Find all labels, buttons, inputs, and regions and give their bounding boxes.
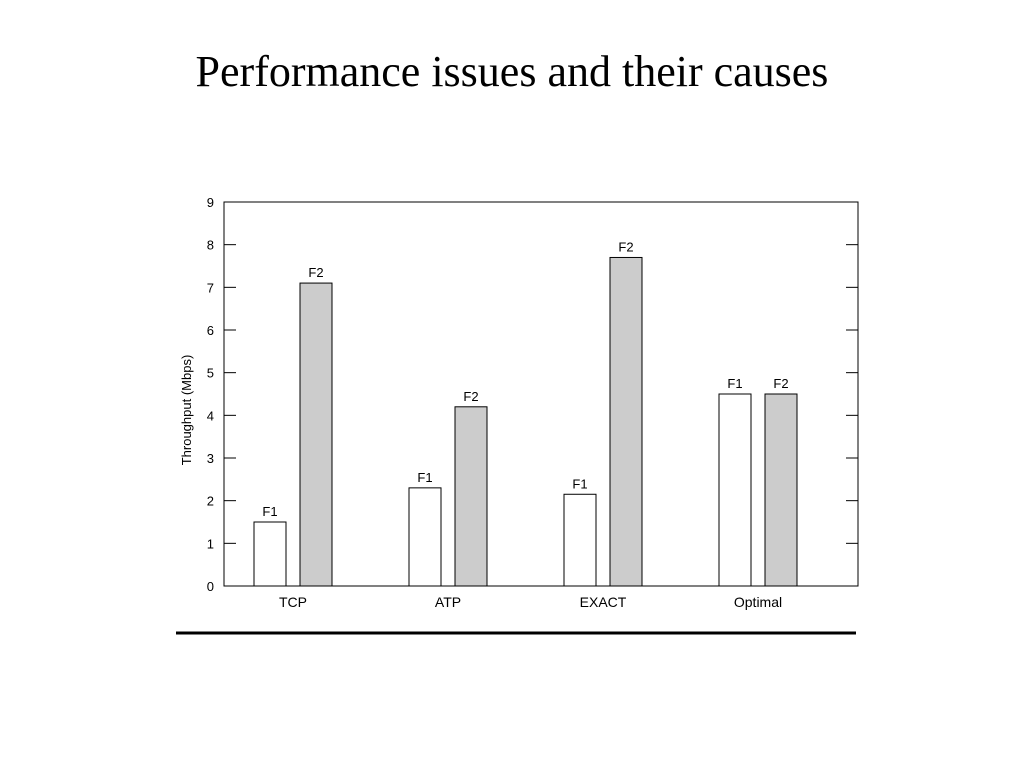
bar-f1-optimal [718, 393, 752, 587]
y-tick-label: 3 [207, 451, 214, 466]
bar-label-f2: F2 [773, 376, 788, 391]
plot-frame [223, 201, 859, 587]
y-tick-label: 0 [207, 579, 214, 594]
y-tick-label: 9 [207, 195, 214, 210]
y-tick-label: 2 [207, 494, 214, 509]
y-tick-label: 5 [207, 366, 214, 381]
y-tick-label: 7 [207, 280, 214, 295]
x-category-label: ATP [435, 594, 461, 610]
bar-label-f2: F2 [618, 239, 633, 254]
y-axis-label: Throughput (Mbps) [179, 355, 194, 466]
bar-f1-exact [563, 493, 597, 587]
bar-f2-exact [609, 256, 643, 587]
y-tick-label: 8 [207, 238, 214, 253]
bar-f2-optimal [764, 393, 798, 587]
bar-label-f1: F1 [262, 504, 277, 519]
bar-f2-atp [454, 406, 488, 587]
y-tick-label: 6 [207, 323, 214, 338]
bar-label-f1: F1 [417, 470, 432, 485]
x-category-label: Optimal [734, 594, 782, 610]
bar-label-f1: F1 [572, 476, 587, 491]
bar-label-f1: F1 [727, 376, 742, 391]
slide-title: Performance issues and their causes [195, 47, 829, 96]
bar-label-f2: F2 [308, 265, 323, 280]
bar-label-f2: F2 [463, 389, 478, 404]
y-tick-label: 4 [207, 408, 214, 423]
y-tick-label: 1 [207, 536, 214, 551]
x-category-label: TCP [279, 594, 307, 610]
bar-f1-tcp [253, 521, 287, 587]
x-category-label: EXACT [580, 594, 627, 610]
bar-f1-atp [408, 487, 442, 587]
bar-f2-tcp [299, 282, 333, 587]
